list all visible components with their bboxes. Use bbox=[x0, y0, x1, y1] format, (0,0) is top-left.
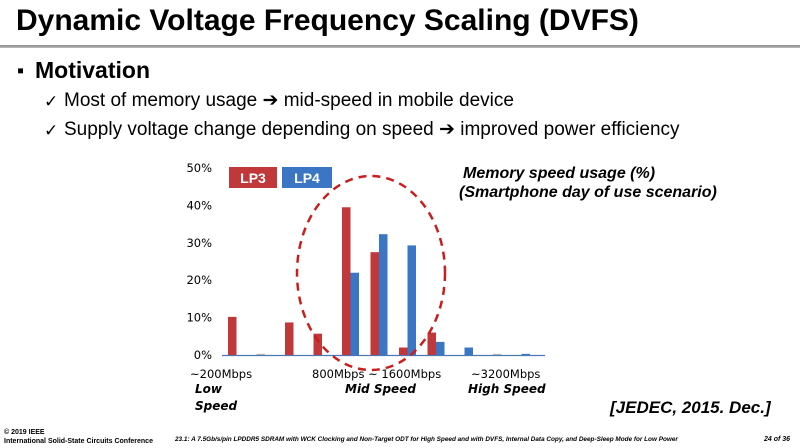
y-tick-label: 10% bbox=[186, 311, 212, 325]
bar-lp3 bbox=[370, 252, 379, 355]
mid-speed-highlight-ellipse bbox=[295, 174, 447, 372]
bullet-point: Supply voltage change depending on speed… bbox=[64, 119, 680, 140]
x-range-low: ~200Mbps bbox=[190, 367, 252, 381]
bar-lp4 bbox=[521, 353, 530, 355]
bar-lp4 bbox=[493, 353, 502, 355]
bar-lp3 bbox=[399, 347, 408, 355]
bar-lp4 bbox=[407, 245, 416, 355]
bar-lp4 bbox=[436, 341, 445, 355]
chart-subtitle: (Smartphone day of use scenario) bbox=[459, 184, 717, 201]
footer-paper-title: 23.1: A 7.5Gb/s/pin LPDDR5 SDRAM with WC… bbox=[174, 436, 678, 443]
bar-lp4 bbox=[464, 347, 473, 355]
check-icon: ✓ bbox=[44, 121, 59, 140]
bar-lp3 bbox=[256, 353, 265, 355]
x-label-low: Low bbox=[195, 382, 223, 396]
y-tick-label: 40% bbox=[186, 198, 212, 212]
legend-label-lp4: LP4 bbox=[294, 170, 320, 186]
x-label-high: High Speed bbox=[468, 382, 546, 396]
citation: [JEDEC, 2015. Dec.] bbox=[609, 398, 772, 417]
bar-lp4 bbox=[379, 234, 388, 355]
footer-conference: International Solid-State Circuits Confe… bbox=[4, 438, 153, 445]
square-bullet-icon: ▪ bbox=[17, 60, 25, 82]
y-tick-label: 30% bbox=[186, 236, 212, 250]
y-tick-label: 20% bbox=[186, 273, 212, 287]
bar-lp3 bbox=[285, 322, 294, 355]
x-range-mid: 800Mbps ~ 1600Mbps bbox=[312, 367, 441, 381]
bar-lp3 bbox=[313, 333, 322, 355]
legend-label-lp3: LP3 bbox=[240, 170, 266, 186]
slide-title: Dynamic Voltage Frequency Scaling (DVFS) bbox=[16, 4, 639, 37]
legend-swatch-lp3 bbox=[229, 167, 277, 188]
x-label-low-2: Speed bbox=[195, 399, 238, 413]
check-icon: ✓ bbox=[44, 92, 59, 111]
chart-title: Memory speed usage (%) bbox=[463, 165, 655, 182]
bar-lp3 bbox=[342, 207, 351, 355]
footer-copyright: © 2019 IEEE bbox=[4, 428, 45, 436]
bar-lp3 bbox=[427, 332, 436, 355]
y-tick-label: 0% bbox=[194, 348, 212, 362]
section-heading: Motivation bbox=[35, 57, 150, 83]
title-divider bbox=[0, 45, 800, 48]
footer-page-number: 24 of 36 bbox=[763, 436, 790, 443]
bar-lp4 bbox=[350, 272, 359, 355]
legend: LP3 LP4 bbox=[229, 167, 332, 188]
bullet-point: Most of memory usage ➔ mid-speed in mobi… bbox=[64, 90, 514, 111]
x-range-high: ~3200Mbps bbox=[471, 367, 540, 381]
bar-lp3 bbox=[228, 316, 237, 355]
legend-swatch-lp4 bbox=[282, 167, 332, 188]
x-label-mid: Mid Speed bbox=[345, 382, 416, 396]
y-tick-label: 50% bbox=[186, 161, 212, 175]
